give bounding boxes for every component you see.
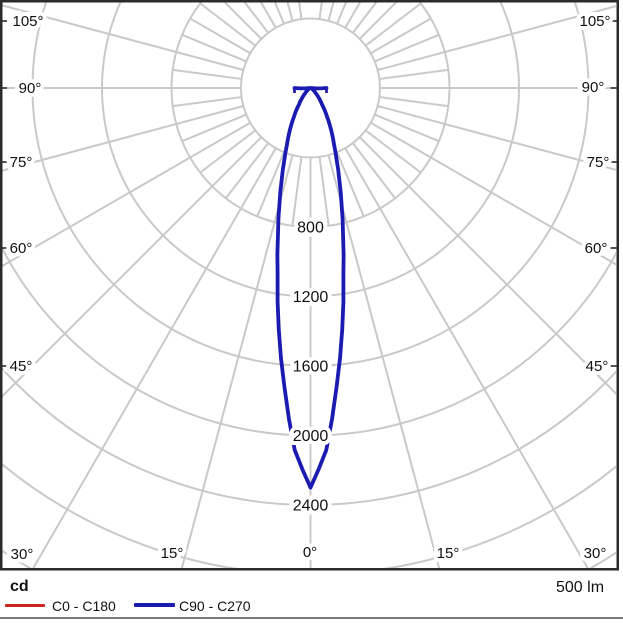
grid-ray-major [377,105,616,171]
angle-label-right-0: 45° [586,358,609,375]
grid-ray-minor [365,2,422,47]
legend-label-c90-c270: C90 - C270 [179,598,251,614]
grid-ray-minor [274,2,285,25]
grid-ray-major [377,5,616,71]
angle-label-bottom-4: 30° [584,545,607,562]
angle-label-right-1: 60° [585,240,608,257]
grid-ray-minor [181,33,247,63]
angle-label-bottom-1: 15° [161,545,184,562]
grid-ray-major [180,154,294,569]
grid-ray-minor [336,2,347,25]
angle-label-bottom-3: 15° [437,545,460,562]
grid-ray-major [2,136,263,398]
grid-ray-minor [352,142,396,199]
grid-ray-minor [374,113,440,143]
plot-border [0,0,619,571]
intensity-scale-label-2000: 2000 [293,428,329,445]
angle-label-left-0: 105° [12,13,43,30]
grid-ray-major [327,154,441,569]
grid-ray-minor [225,142,269,199]
grid-ray-minor [370,17,432,55]
grid-ray-minor [256,151,285,217]
grid-ray-minor [379,68,449,80]
grid-ray-minor [199,2,256,47]
unit-label: cd [10,578,29,595]
grid-ray-minor [172,68,242,80]
grid-ray-minor [298,2,303,20]
grid-ray-minor [318,2,323,20]
grid-ray-minor [259,2,277,29]
angle-label-left-4: 45° [10,358,33,375]
grid-ray-major [370,121,616,266]
angle-label-left-1: 90° [19,80,42,97]
grid-ray-minor [336,151,365,217]
grid-ray-minor [199,129,256,174]
angle-label-bottom-2: 0° [303,544,317,561]
grid-ray-minor [327,2,335,22]
grid-ray-minor [243,2,269,34]
grid-ray-minor [352,2,378,34]
grid-ray-major [31,147,277,569]
grid-ray-minor [365,129,422,174]
grid-ray-major [2,105,244,172]
angle-label-right-3: 90° [582,79,605,96]
intensity-scale-label-1600: 1600 [293,359,329,376]
intensity-scale-label-2400: 2400 [293,498,329,515]
angle-label-bottom-0: 30° [11,546,34,563]
grid-ray-minor [172,96,242,108]
grid-ray-minor [374,33,440,63]
grid-ray-minor [181,113,247,143]
grid-ray-minor [223,2,263,40]
grid-ray-minor [318,156,330,226]
grid-ray-major [358,136,616,395]
flux-label: 500 lm [556,579,605,596]
grid-ray-major [2,121,251,267]
legend-label-c0-c180: C0 - C180 [52,598,116,614]
angle-label-left-2: 75° [10,154,33,171]
angle-label-right-2: 75° [587,154,610,171]
grid-ray-minor [286,2,294,22]
angle-label-left-3: 60° [10,240,33,257]
intensity-scale-label-1200: 1200 [293,289,329,306]
curve-c90-c270 [275,86,346,490]
intensity-scale-label-800: 800 [297,220,324,237]
grid-ray-minor [291,156,303,226]
grid-ray-major [2,4,244,71]
grid-ray-major [344,147,590,569]
grid-ray-minor [344,2,362,29]
image-bottom-edge [0,617,623,619]
grid-ray-minor [379,96,449,108]
legend-swatch-c0-c180 [5,604,45,607]
legend-swatch-c90-c270 [134,603,175,607]
grid-ray-minor [189,17,251,55]
angle-label-right-4: 105° [579,13,610,30]
grid-ray-minor [358,2,398,40]
